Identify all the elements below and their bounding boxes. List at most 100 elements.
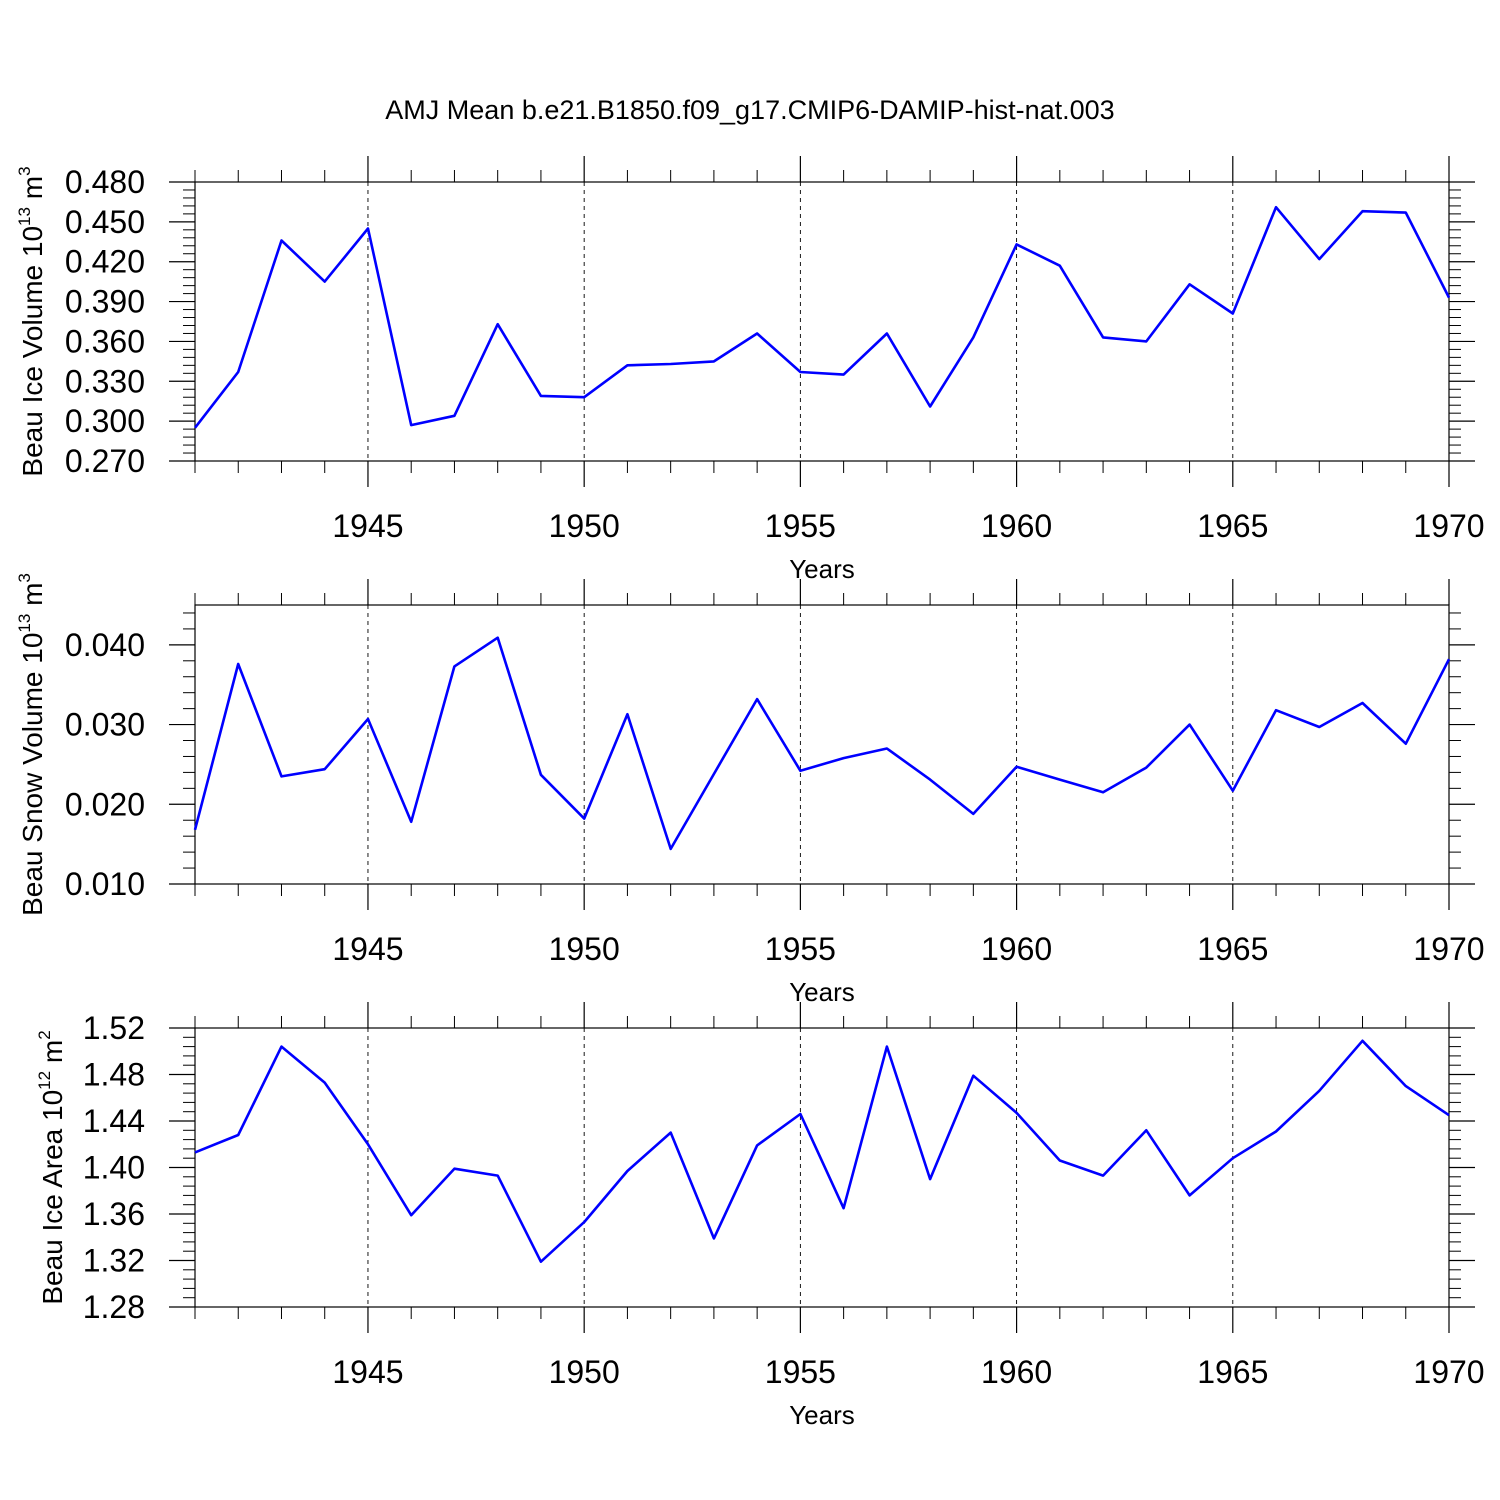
x-tick-label: 1955 [765, 508, 836, 544]
data-point [323, 1081, 327, 1085]
data-point [928, 405, 932, 409]
x-tick-label: 1945 [332, 931, 403, 967]
data-point [1101, 335, 1105, 339]
panel-ice-volume-ticks: 1945 1950 1955 1960 1965 1970 0.270 0.300 0.330 0… [65, 156, 1485, 544]
data-point [1015, 1111, 1019, 1115]
y-tick-label: 0.270 [65, 443, 145, 479]
x-tick-label: 1945 [332, 1354, 403, 1390]
y-tick-label: 0.480 [65, 164, 145, 200]
y-tick-label: 0.420 [65, 244, 145, 280]
x-tick-label: 1960 [981, 1354, 1052, 1390]
data-point [755, 332, 759, 336]
panel-ice-volume: 1945 1950 1955 1960 1965 1970 0.270 0.300 0.330 0… [15, 156, 1485, 584]
data-point [496, 1174, 500, 1178]
data-point [885, 747, 889, 751]
y-tick-label: 0.360 [65, 323, 145, 359]
data-point [669, 847, 673, 851]
panel-ice-area-frame [194, 1027, 1450, 1308]
data-point [928, 1177, 932, 1181]
data-point [1317, 725, 1321, 729]
data-point [366, 227, 370, 231]
data-point [1058, 778, 1062, 782]
data-point [712, 772, 716, 776]
y-tick-label: 0.040 [65, 627, 145, 663]
y-tick-label: 0.390 [65, 284, 145, 320]
data-point [1231, 789, 1235, 793]
data-point [539, 773, 543, 777]
x-tick-label: 1965 [1197, 1354, 1268, 1390]
panel-snow-volume-series-line [193, 636, 1451, 851]
data-point [1188, 282, 1192, 286]
data-point [452, 414, 456, 418]
y-tick-label: 1.32 [83, 1243, 145, 1279]
figure-title: AMJ Mean b.e21.B1850.f09_g17.CMIP6-DAMIP… [385, 95, 1114, 125]
data-point [323, 767, 327, 771]
panel-ice-area-series-line [194, 1039, 1450, 1263]
data-point [1447, 296, 1451, 300]
data-point [539, 394, 543, 398]
data-point [971, 1074, 975, 1078]
data-point [625, 712, 629, 716]
data-point [1188, 723, 1192, 727]
y-tick-label: 0.010 [65, 866, 145, 902]
data-point [236, 662, 240, 666]
data-point [193, 828, 197, 832]
panel-ice-volume-frame [194, 181, 1450, 462]
data-point [1361, 209, 1365, 213]
data-point [755, 697, 759, 701]
panel-snow-volume-ticks: 1945 1950 1955 1960 1965 1970 0.010 0.020 0.030 0… [65, 579, 1485, 967]
panel-snow-volume-frame [194, 604, 1450, 885]
data-point [409, 1213, 413, 1217]
data-point [928, 778, 932, 782]
y-tick-label: 1.44 [83, 1103, 145, 1139]
y-tick-label: 0.030 [65, 707, 145, 743]
data-point [1058, 1159, 1062, 1163]
data-point [452, 664, 456, 668]
data-point [842, 756, 846, 760]
x-tick-label: 1965 [1197, 931, 1268, 967]
data-point [1361, 1039, 1365, 1043]
data-point [625, 363, 629, 367]
data-point [1231, 312, 1235, 316]
data-point [582, 395, 586, 399]
data-point [1144, 766, 1148, 770]
data-point [1231, 1156, 1235, 1160]
data-point [582, 1220, 586, 1224]
data-point [1274, 1130, 1278, 1134]
x-tick-label: 1950 [549, 1354, 620, 1390]
data-point [842, 373, 846, 377]
data-point [798, 370, 802, 374]
data-point [1015, 242, 1019, 246]
y-tick-label: 1.48 [83, 1057, 145, 1093]
data-point [1447, 657, 1451, 661]
x-tick-label: 1970 [1413, 508, 1484, 544]
data-point [712, 1236, 716, 1240]
x-tick-label: 1960 [981, 931, 1052, 967]
data-point [280, 239, 284, 243]
x-tick-label: 1970 [1413, 931, 1484, 967]
data-point [669, 362, 673, 366]
data-point [625, 1169, 629, 1173]
data-point [1447, 1113, 1451, 1117]
y-tick-label: 0.300 [65, 403, 145, 439]
data-point [452, 1167, 456, 1171]
panel-ice-volume-series-line [193, 205, 1451, 429]
data-point [366, 1142, 370, 1146]
data-point [712, 359, 716, 363]
data-point [496, 636, 500, 640]
data-point [193, 1150, 197, 1154]
data-point [496, 322, 500, 326]
data-point [755, 1143, 759, 1147]
data-point [971, 812, 975, 816]
panel-ice-area-ticks: 1945 1950 1955 1960 1965 1970 1.28 1.32 1.36 1.40… [83, 1002, 1485, 1390]
data-point [409, 423, 413, 427]
x-tick-label: 1945 [332, 508, 403, 544]
panel-snow-volume: 1945 1950 1955 1960 1965 1970 0.010 0.020 0.030 0… [15, 573, 1485, 1007]
data-point [1274, 205, 1278, 209]
x-tick-label: 1950 [549, 508, 620, 544]
panel-ice-volume-xlabel: Years [789, 554, 855, 584]
data-point [885, 332, 889, 336]
panel-ice-area-xlabel: Years [789, 1400, 855, 1430]
data-point [280, 774, 284, 778]
